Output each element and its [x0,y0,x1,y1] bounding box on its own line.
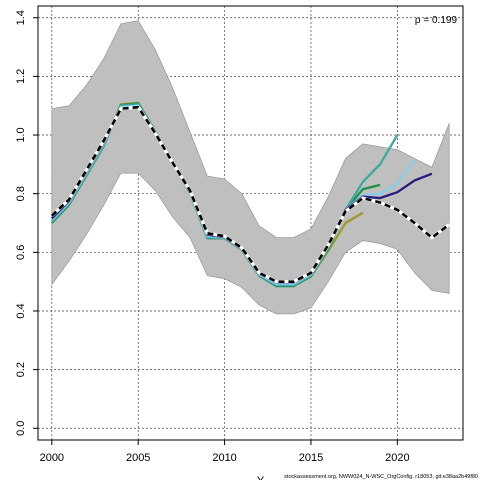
axis-ticks: 2000 2005 2010 2015 2020 0.0 0.2 0.4 0.6 0.8 1.0 1.… [15,10,410,464]
x-axis-label: Y [257,475,265,480]
y-tick-label: 0.2 [15,362,27,377]
y-tick-label: 0.0 [15,421,27,436]
y-tick-label: 1.2 [15,69,27,84]
series-line [50,105,450,283]
confidence-band [51,20,450,315]
y-tick-label: 1.0 [15,127,27,142]
y-tick-label: 0.8 [15,186,27,201]
confidence-band-area [51,20,450,315]
series-lines [50,101,451,288]
y-tick-label: 0.4 [15,303,27,318]
x-tick-label: 2015 [299,452,323,464]
x-tick-label: 2005 [126,452,150,464]
rho-annotation: ρ = 0.199 [415,15,458,26]
x-tick-label: 2010 [212,452,236,464]
x-tick-label: 2000 [40,452,64,464]
y-tick-label: 0.6 [15,245,27,260]
plot-frame [37,5,464,441]
y-tick-label: 1.4 [15,10,27,25]
footnote: stockassessment.org, NWW024_N-WSC_OrgCon… [284,474,478,480]
x-tick-label: 2020 [385,452,409,464]
